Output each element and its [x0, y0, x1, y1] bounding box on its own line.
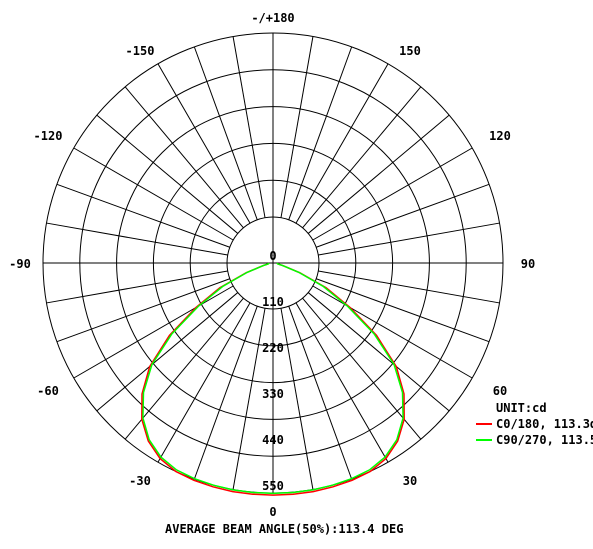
radial-label: 440	[262, 433, 284, 447]
radial-label: 330	[262, 387, 284, 401]
radial-label: 110	[262, 295, 284, 309]
angle-label: 90	[521, 257, 535, 271]
angle-label: 30	[403, 474, 417, 488]
radial-label: 220	[262, 341, 284, 355]
radial-label: 0	[269, 249, 276, 263]
polar-chart: -/+180 -150 -120 -90 -60 -30 0 30 60 90 120 150 0 110…	[0, 0, 593, 549]
angle-label: -150	[126, 44, 155, 58]
angle-label: 0	[269, 505, 276, 519]
angle-label: -120	[34, 129, 63, 143]
angle-label: -/+180	[251, 11, 294, 25]
polar-chart-container: -/+180 -150 -120 -90 -60 -30 0 30 60 90 120 150 0 110…	[0, 0, 593, 549]
chart-bg	[0, 0, 593, 549]
angle-label: -30	[129, 474, 151, 488]
angle-label: 60	[493, 384, 507, 398]
angle-label: 150	[399, 44, 421, 58]
legend-label: C0/180, 113.3deg	[496, 417, 593, 431]
footer-text: AVERAGE BEAM ANGLE(50%):113.4 DEG	[165, 522, 403, 536]
unit-label: UNIT:cd	[496, 401, 547, 415]
legend-label: C90/270, 113.5deg	[496, 433, 593, 447]
radial-label: 550	[262, 479, 284, 493]
angle-label: 120	[489, 129, 511, 143]
angle-label: -60	[37, 384, 59, 398]
angle-label: -90	[9, 257, 31, 271]
